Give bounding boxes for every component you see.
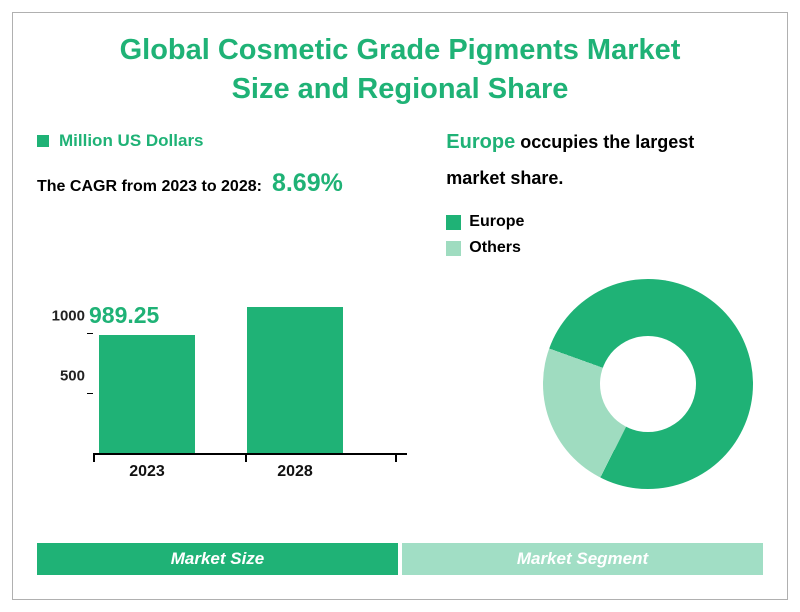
donut-legend: Europe Others (446, 213, 763, 257)
x-axis-line (93, 453, 407, 455)
cagr-value: 8.69% (272, 169, 343, 198)
right-headline: Europe occupies the largest market share… (446, 123, 763, 195)
bullet-square-icon (37, 135, 49, 147)
x-tick (395, 455, 397, 462)
bar-x-label: 2023 (129, 463, 165, 481)
infographic-frame: Global Cosmetic Grade Pigments Market Si… (12, 12, 788, 600)
y-tick (87, 393, 93, 395)
footer-market-segment: Market Segment (402, 543, 763, 575)
legend-label: Others (469, 239, 521, 257)
y-tick (87, 333, 93, 335)
title-line1: Global Cosmetic Grade Pigments Market (120, 34, 681, 66)
legend-label: Europe (469, 213, 524, 231)
y-axis: 500 1000 (37, 273, 89, 483)
right-column: Europe occupies the largest market share… (436, 123, 763, 483)
subhead-row: Million US Dollars (37, 131, 436, 151)
bar-chart: 500 1000 989.25 2023 2028 (37, 273, 407, 483)
donut-chart (543, 279, 753, 489)
donut-hole (600, 336, 696, 432)
cagr-label: The CAGR from 2023 to 2028: (37, 178, 262, 196)
bar (247, 307, 343, 453)
bar-value-label: 989.25 (89, 302, 159, 329)
y-tick-label: 1000 (52, 308, 85, 325)
headline-line2: market share. (446, 168, 563, 188)
legend-swatch-icon (446, 241, 461, 256)
title-line2: Size and Regional Share (232, 73, 569, 105)
content-row: Million US Dollars The CAGR from 2023 to… (37, 123, 763, 483)
bar (99, 335, 195, 454)
legend-item: Others (446, 239, 763, 257)
headline-highlight: Europe (446, 131, 515, 153)
page-title: Global Cosmetic Grade Pigments Market Si… (37, 31, 763, 109)
cagr-line: The CAGR from 2023 to 2028: 8.69% (37, 169, 436, 198)
legend-item: Europe (446, 213, 763, 231)
left-column: Million US Dollars The CAGR from 2023 to… (37, 123, 436, 483)
footer-market-size: Market Size (37, 543, 398, 575)
y-tick-label: 500 (60, 368, 85, 385)
legend-swatch-icon (446, 215, 461, 230)
x-tick (93, 455, 95, 462)
footer-row: Market Size Market Segment (37, 543, 763, 575)
bar-x-label: 2028 (277, 463, 313, 481)
headline-rest: occupies the largest (515, 132, 694, 152)
currency-subhead: Million US Dollars (59, 131, 204, 151)
x-tick (245, 455, 247, 462)
